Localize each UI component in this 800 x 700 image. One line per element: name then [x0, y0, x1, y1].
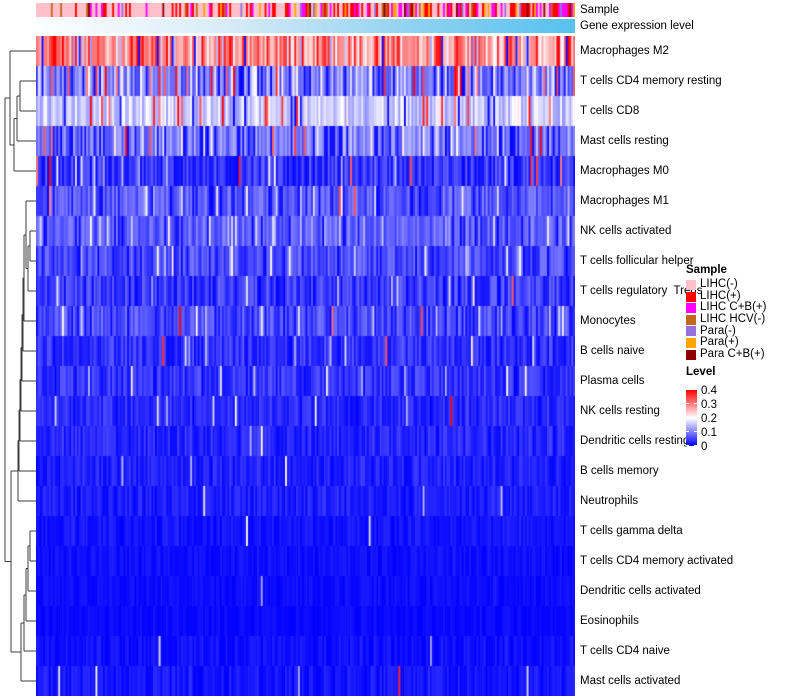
level-tick-notch: [694, 402, 697, 404]
legend-sample-item: LIHC C+B(+): [686, 302, 800, 314]
row-label: T cells gamma delta: [580, 525, 683, 537]
dendrogram-lines: [4, 50, 36, 682]
legend-sample-item: LIHC(-): [686, 279, 800, 291]
row-label: Monocytes: [580, 315, 636, 327]
level-tick-notch: [694, 430, 697, 432]
legend: Sample LIHC(-) LIHC(+) LIHC C+B(+) LIHC HCV…: [686, 264, 800, 452]
row-label: Neutrophils: [580, 495, 639, 507]
legend-color-swatch: [686, 326, 696, 337]
legend-color-swatch: [686, 303, 696, 314]
sample-annotation-label: Sample: [580, 4, 619, 16]
gene-expression-annotation-label: Gene expression level: [580, 20, 694, 32]
row-label: Dendritic cells activated: [580, 585, 701, 597]
row-label: Dendritic cells resting: [580, 435, 690, 447]
row-label: Mast cells resting: [580, 135, 669, 147]
row-label: T cells follicular helper: [580, 255, 694, 267]
sample-annotation-bar: [36, 3, 575, 17]
row-label: Macrophages M0: [580, 165, 669, 177]
legend-item-label: LIHC(-): [700, 278, 738, 291]
row-label: T cells CD4 memory activated: [580, 555, 734, 567]
legend-item-label: Para C+B(+): [700, 347, 765, 360]
row-label: NK cells resting: [580, 405, 660, 417]
level-gradient-bar: [686, 389, 697, 446]
level-tick-notch: [686, 416, 689, 418]
level-tick-label: 0.4: [701, 384, 717, 397]
level-tick-label: 0.2: [701, 412, 717, 425]
row-label: Eosinophils: [580, 615, 639, 627]
row-label: T cells CD4 memory resting: [580, 75, 722, 87]
row-label: T cells CD8: [580, 105, 640, 117]
legend-color-swatch: [686, 314, 696, 325]
row-label: Macrophages M1: [580, 195, 669, 207]
row-label: Macrophages M2: [580, 45, 669, 57]
legend-item-label: LIHC C+B(+): [700, 301, 767, 314]
level-tick-label: 0: [701, 440, 708, 453]
legend-sample-title: Sample: [686, 264, 727, 276]
legend-item-label: Para(+): [700, 336, 739, 349]
row-label: NK cells activated: [580, 225, 672, 237]
legend-level-scale: 0.4 0.3 0.2 0.1 0: [686, 384, 800, 452]
legend-sample-items: LIHC(-) LIHC(+) LIHC C+B(+) LIHC HCV(-) Para…: [686, 279, 800, 360]
level-tick-notch: [686, 430, 689, 432]
level-tick-label: 0.3: [701, 398, 717, 411]
legend-color-swatch: [686, 337, 696, 348]
gene-expression-annotation-bar: [36, 19, 575, 33]
legend-item-label: Para(-): [700, 324, 736, 337]
legend-sample-item: Para C+B(+): [686, 347, 800, 361]
legend-sample-item: LIHC(+): [686, 289, 800, 303]
legend-sample-item: Para(+): [686, 337, 800, 349]
legend-item-label: LIHC HCV(-): [700, 313, 766, 326]
row-dendrogram: [4, 50, 36, 682]
legend-color-swatch: [686, 280, 696, 291]
legend-sample-item: Para(-): [686, 324, 800, 338]
level-tick-notch: [694, 416, 697, 418]
level-tick-notch: [686, 402, 689, 404]
row-label: Plasma cells: [580, 375, 645, 387]
heatmap-canvas: [36, 36, 575, 696]
row-label: B cells naive: [580, 345, 645, 357]
legend-color-swatch: [686, 349, 696, 360]
row-label: T cells regulatory Tregs: [580, 285, 703, 297]
legend-color-swatch: [686, 291, 696, 302]
legend-level-title: Level: [686, 366, 716, 379]
level-tick-notch: [686, 444, 689, 446]
row-label: B cells memory: [580, 465, 659, 477]
level-tick-label: 0.1: [701, 426, 717, 439]
level-tick-notch: [694, 444, 697, 446]
legend-item-label: LIHC(+): [700, 289, 741, 302]
legend-sample-item: LIHC HCV(-): [686, 314, 800, 326]
row-label: T cells CD4 naive: [580, 645, 670, 657]
row-label: Mast cells activated: [580, 675, 681, 687]
